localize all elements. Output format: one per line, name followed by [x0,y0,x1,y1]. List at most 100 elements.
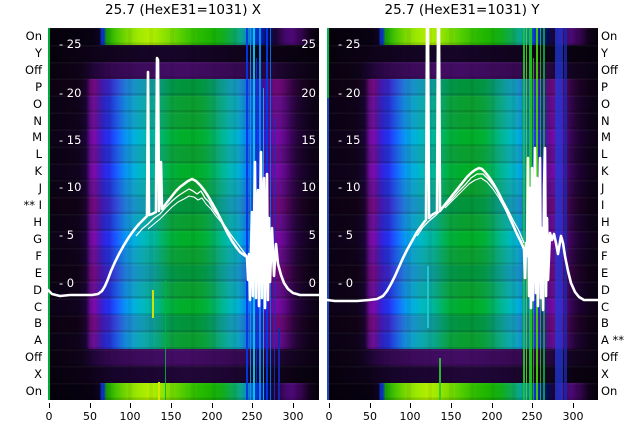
anomaly-stripe [278,328,280,400]
inner-y-tick-label-right: 25 [301,37,316,51]
plot-y-title: 25.7 (HexE31=1031) Y [384,2,540,18]
plot-x-title: 25.7 (HexE31=1031) X [104,2,262,18]
x-tick-mark [492,403,494,408]
row-label-left: A [34,333,42,348]
x-tick-label: 50 [83,410,97,423]
profile-tertiary-line [444,177,512,222]
row-label-right: D [601,282,610,297]
x-tick-mark [410,403,412,408]
inner-y-tick-label-right: 20 [301,86,316,100]
profile-curve-svg [48,56,319,310]
anomaly-stripe [327,28,329,400]
inner-y-tick-label: - 20 [338,86,361,100]
inner-y-tick-label-right: 5 [308,228,316,242]
inner-y-tick-label: - 25 [338,37,361,51]
x-tick-mark [130,403,132,408]
row-label-left: Off [25,62,42,77]
heatmap-row-b-17 [48,315,319,333]
x-axis: 0 50 100 150 200 250 300 [46,400,319,434]
x-tick-label: 300 [282,410,304,423]
heatmap-plot-x: 0 50 100 150 200 250 300 - 25- 20- 15- 10- 5- … [46,28,319,423]
row-label-right: H [601,214,610,229]
row-label-left: H [33,214,42,229]
row-label-left: F [35,248,42,263]
x-tick-mark [532,403,534,408]
x-tick-mark [90,403,92,408]
row-label-left: G [33,231,42,246]
x-tick-label: 200 [481,410,503,423]
heatmap-plot-y: 0 50 100 150 200 250 300 - 25 - 20 - 15 - 10 - 5 - … [326,28,598,423]
heatmap-row-on-0 [48,28,319,45]
anomaly-stripe [327,28,329,98]
inner-y-tick-label: - 0 [338,276,354,290]
row-label-right: F [601,248,608,263]
profile-main-line [327,28,598,312]
x-tick-mark [451,403,453,408]
row-label-left: J [38,181,42,196]
x-tick-label: 250 [521,410,543,423]
row-label-left: On [25,29,42,43]
row-label-right: K [601,164,609,179]
row-label-left: M [32,130,42,145]
anomaly-stripe [158,382,160,400]
row-label-left: Off [25,350,42,365]
row-label-left: E [34,265,42,280]
row-label-right: N [601,113,610,128]
row-label-left: D [33,282,42,297]
inner-y-tick-label-right: 10 [301,180,316,194]
row-label-left: L [35,147,42,162]
inner-y-tick-label: - 0 [59,276,75,290]
row-label-left: K [34,164,42,179]
heatmap-row-i-10 [48,197,319,214]
row-label-left: C [33,299,42,314]
heatmap-row-k-8 [48,163,319,181]
heatmap-row-c-16 [48,298,319,316]
heatmap-row-off-2 [48,61,319,79]
row-label-right: G [601,231,610,246]
anomaly-stripe [427,266,429,328]
inner-y-tick-label: - 20 [59,86,82,100]
row-label-right: J [601,181,605,196]
row-label-right: A ** [601,333,625,348]
x-tick-label: 150 [160,410,182,423]
row-label-right: O [601,96,611,111]
heatmap-row-p-3 [48,78,319,96]
row-label-right: I [601,198,605,213]
anomaly-stripe [439,358,441,400]
x-tick-label: 50 [363,410,377,423]
anomaly-stripe [48,28,50,400]
heatmap-row-y-1 [48,44,319,62]
profile-curve-svg [327,28,598,312]
inner-y-tick-label-right: 0 [308,276,316,290]
row-label-right: E [601,265,609,280]
anomaly-stripe [555,28,563,400]
x-tick-mark [252,403,254,408]
x-tick-label: 100 [399,410,421,423]
x-axis: 0 50 100 150 200 250 300 [325,400,598,434]
row-label-right: M [601,130,611,145]
row-label-left: B [34,316,42,331]
row-label-right: Y [601,45,609,60]
x-tick-label: 100 [119,410,141,423]
profile-secondary-line [416,173,525,244]
heatmap-row-m-6 [48,129,319,147]
x-tick-mark [370,403,372,408]
inner-y-tick-label: - 10 [338,180,361,194]
row-label-right: Off [601,62,618,77]
inner-y-tick-label: - 15 [338,133,361,147]
x-tick-label: 0 [325,410,333,423]
row-label-right: On [601,29,618,43]
heatmap-row-a-18 [48,332,319,350]
heatmap-row-off-19 [48,349,319,367]
row-label-left: X [34,367,42,382]
x-tick-label: 250 [241,410,263,423]
inner-y-tick-label-right: 15 [301,133,316,147]
profile-secondary-line [135,188,248,257]
row-label-left: O [32,96,42,111]
row-label-left: On [25,384,42,399]
x-tick-mark [212,403,214,408]
anomaly-stripe [564,28,567,400]
heatmap-row-x-20 [48,366,319,384]
heatmap-row-n-5 [48,112,319,130]
profile-tertiary-line [147,195,235,240]
